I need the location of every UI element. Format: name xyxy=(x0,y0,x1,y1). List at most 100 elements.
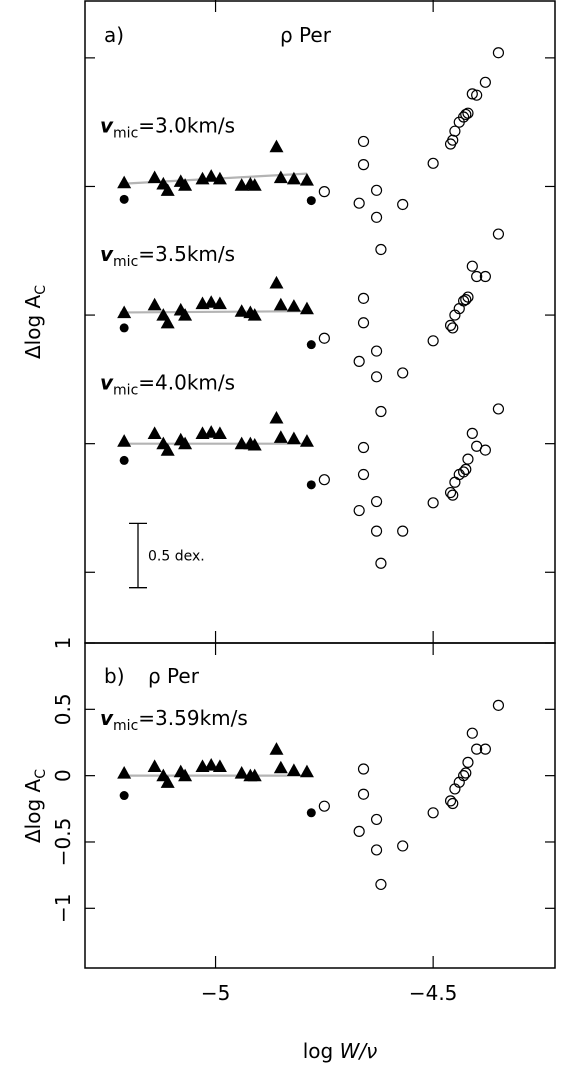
panel-b-series-1-open-circle-point xyxy=(375,878,387,891)
panel-a-series-3-triangle-point xyxy=(273,430,288,443)
panel-a-series-2-open-circle-point xyxy=(462,291,474,303)
panel-a-series-1-triangle-point xyxy=(273,170,288,184)
x-axis-tick-label: −5 xyxy=(201,981,230,1005)
panel-a-series-1-triangle-point xyxy=(178,178,193,191)
panel-a-series-3-open-circle-point xyxy=(458,466,470,478)
panel-a-series-3-triangle-point xyxy=(299,434,314,447)
panel-a-series-3-open-circle-point xyxy=(370,495,383,508)
panel-a-series-3-open-circle-point xyxy=(370,525,383,537)
panel-a-series-label: vmic=4.0km/s xyxy=(100,371,235,399)
panel-a-series-2-open-circle-point xyxy=(318,332,330,344)
panel-a-series-1-open-circle-point xyxy=(397,198,409,211)
panel-b-series-1-open-circle-point xyxy=(444,795,457,807)
panel-b-series-1-open-circle-point xyxy=(479,743,491,755)
panel-b-y-tick-label: −0.5 xyxy=(51,818,75,867)
panel-a-series-1-triangle-point xyxy=(269,139,284,153)
panel-a-series-2-triangle-point xyxy=(299,301,314,315)
panel-a-label: a) xyxy=(104,23,124,47)
panel-a-series-3-open-circle-point xyxy=(353,504,365,517)
panel-a-series-2-open-circle-point xyxy=(466,260,478,272)
panel-a-series-2-open-circle-point xyxy=(471,270,483,283)
panel-a-series-1-open-circle-point xyxy=(370,211,383,223)
panel-a-series-3-triangle-point xyxy=(247,437,262,451)
panel-a-series-2-open-circle-point xyxy=(427,335,439,347)
panel-a-series-3-open-circle-point xyxy=(318,474,330,486)
panel-a-series-3-open-circle-point xyxy=(460,463,472,475)
panel-b-series-1-triangle-point xyxy=(247,768,262,782)
panel-a-series-2-open-circle-point xyxy=(370,345,383,357)
panel-a-series-2-open-circle-point xyxy=(375,405,387,418)
panel-a-series-3-open-circle-point xyxy=(357,468,370,481)
panel-a-series-1-open-circle-point xyxy=(479,76,491,88)
panel-a-series-1-triangle-point xyxy=(247,178,262,191)
panel-a-series-1-open-circle-point xyxy=(370,184,383,196)
panel-a-series-3-filled-circle-point xyxy=(119,455,129,465)
panel-a-series-2-open-circle-point xyxy=(370,371,383,383)
panel-a-series-3-triangle-point xyxy=(269,410,284,424)
panel-a-y-axis-title: Δlog AC xyxy=(21,285,49,359)
panel-a-series-2-open-circle-point xyxy=(397,367,409,379)
panel-a-series-1-open-circle-point xyxy=(460,108,472,121)
panel-a-series-1: vmic=3.0km/s xyxy=(100,47,505,256)
panel-b-series-1-open-circle-point xyxy=(370,844,383,856)
panel-b-series-1-triangle-point xyxy=(269,742,284,755)
panel-a-series-2-triangle-point xyxy=(234,304,249,317)
panel-b-y-axis-title: Δlog AC xyxy=(21,769,49,843)
panel-a-series-2: vmic=3.5km/s xyxy=(100,228,505,418)
panel-a-series-2-open-circle-point xyxy=(492,228,505,240)
panel-b-star-name: ρ Per xyxy=(148,664,200,688)
panel-a-series-2-open-circle-point xyxy=(353,355,365,367)
x-axis-tick-labels: −5 −4.5 xyxy=(201,981,458,1005)
panel-a-series-1-open-circle-point xyxy=(375,243,387,256)
panel-a-series-3-open-circle-point xyxy=(479,444,491,456)
panel-b-series-1-open-circle-point xyxy=(370,813,383,826)
panel-a-series-3-open-circle-point xyxy=(357,441,370,454)
panel-a-series-1-open-circle-point xyxy=(466,88,478,100)
panel-a-series-3-triangle-point xyxy=(160,443,175,456)
panel-b-series-1-triangle-point xyxy=(234,766,249,779)
panel-a-series-2-triangle-point xyxy=(247,308,262,321)
panel-a-series-2-triangle-point xyxy=(212,296,227,310)
panel-a-series-label: vmic=3.5km/s xyxy=(100,242,235,270)
panel-a-series-2-filled-circle-point xyxy=(119,323,129,333)
panel-b: −1 −0.5 0 0.5 1 b) ρ Per Δlog AC vmic=3.59km/s xyxy=(21,637,556,969)
panel-a-series-3-open-circle-point xyxy=(375,557,387,569)
panel-b-series-1-filled-circle-point xyxy=(306,808,316,818)
panel-b-series-1-triangle-point xyxy=(147,759,162,772)
panel-b-series-1-triangle-point xyxy=(212,759,227,772)
panel-b-series-1-open-circle-point xyxy=(357,763,370,775)
panel-b-series-1-triangle-point xyxy=(160,775,175,788)
panel-a-series-1-triangle-point xyxy=(204,169,219,182)
panel-a-series-2-open-circle-point xyxy=(357,292,370,304)
panel-a-series-3-open-circle-point xyxy=(444,486,457,499)
x-axis-title: log W/ν xyxy=(303,1039,378,1063)
panel-b-series-1-open-circle-point xyxy=(492,699,505,711)
panel-a-series-1-triangle-point xyxy=(286,171,301,185)
panel-a-series-1-triangle-point xyxy=(160,183,175,196)
panel-a-series-2-triangle-point xyxy=(204,295,219,308)
panel-a-series-2-triangle-point xyxy=(147,297,162,311)
panel-a-series-1-open-circle-point xyxy=(462,107,474,119)
panel-b-label: b) xyxy=(104,664,125,688)
panel-a: a) ρ Per Δlog AC vmic=3.0km/s vmic=3.5km/s vm… xyxy=(21,0,556,644)
panel-b-series-1-triangle-point xyxy=(299,764,314,778)
panel-a-series-2-fit-line xyxy=(119,310,307,314)
panel-a-series-3-triangle-point xyxy=(204,425,219,438)
panel-a-series-1-open-circle-point xyxy=(449,125,461,137)
panel-a-series-3-open-circle-point xyxy=(492,403,505,415)
x-axis-tick-label: −4.5 xyxy=(409,981,458,1005)
panel-a-series-3-filled-circle-point xyxy=(306,480,316,490)
panel-b-series-1-triangle-point xyxy=(286,763,301,776)
panel-a-series-3-triangle-point xyxy=(212,426,227,439)
panel-b-y-tick-label: 0 xyxy=(51,769,75,782)
panel-b-series-1-open-circle-point xyxy=(460,767,472,779)
panel-a-series-1-open-circle-point xyxy=(471,89,483,101)
panel-a-series-2-triangle-point xyxy=(269,275,284,289)
panel-a-series-3-triangle-point xyxy=(178,436,193,450)
panel-a-series-3-open-circle-point xyxy=(427,497,439,509)
panel-b-series-1-open-circle-point xyxy=(462,756,474,768)
panel-a-series-2-filled-circle-point xyxy=(306,340,316,350)
panel-a-series-2-triangle-point xyxy=(178,308,193,321)
